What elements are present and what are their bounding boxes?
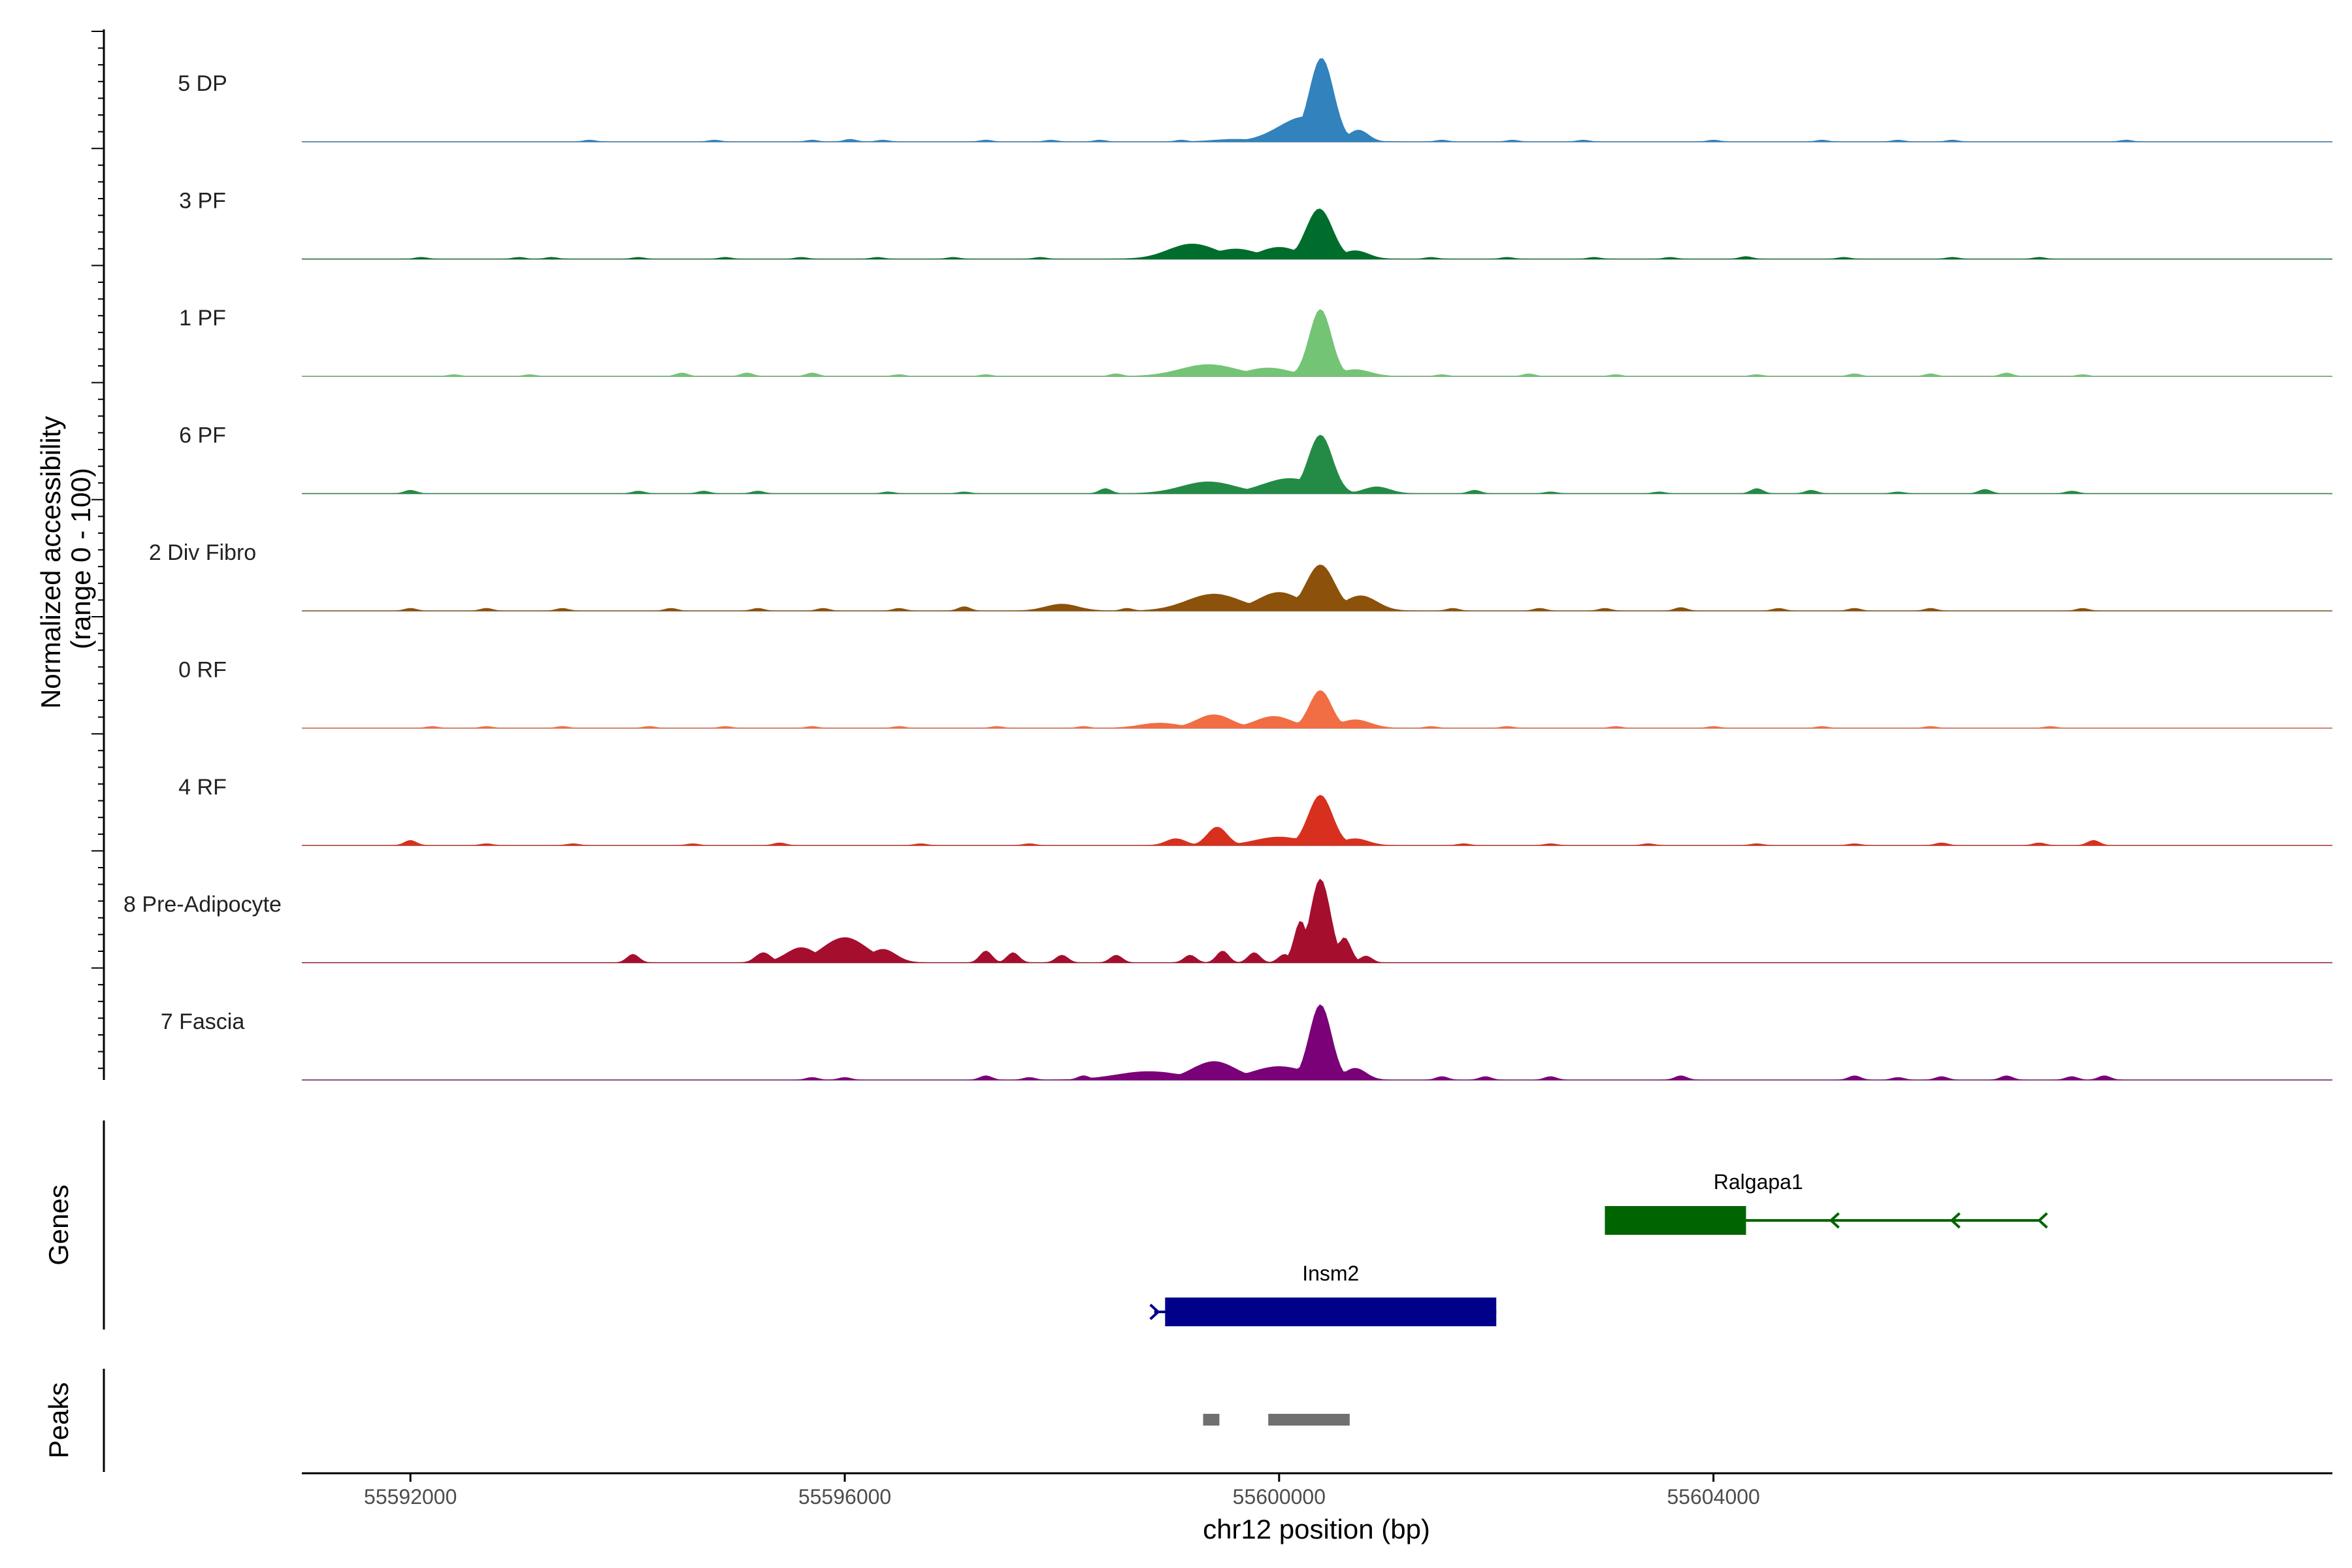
strand-arrow [1149, 1303, 1160, 1320]
gene-name-label: Insm2 [1302, 1262, 1359, 1285]
peak-region-bar [1203, 1414, 1220, 1426]
track-label: 4 RF [178, 775, 227, 800]
x-tick-label: 55592000 [364, 1485, 457, 1509]
coverage-area-5-dp [302, 58, 2332, 142]
coverage-area-1-pf [302, 309, 2332, 377]
coverage-area-7-fascia [302, 1004, 2332, 1081]
coverage-tracks: 5 DP 3 PF 1 PF 6 PF 2 Div Fibro 0 RF 4 RF 8 Pre… [123, 58, 2332, 1081]
track-label: 7 Fascia [161, 1009, 245, 1034]
gene-exon [1605, 1206, 1746, 1235]
track-7-fascia: 7 Fascia [161, 1004, 2332, 1081]
track-1-pf: 1 PF [179, 306, 2332, 377]
gene-name-label: Ralgapa1 [1714, 1170, 1803, 1194]
genes-panel-title: Genes [43, 1184, 74, 1266]
y-axis-title-line-2: (range 0 - 100) [65, 468, 96, 649]
strand-arrow [2037, 1212, 2048, 1229]
strand-arrow [1950, 1212, 1961, 1229]
gene-exon [1165, 1298, 1497, 1326]
gene-ralgapa1: Ralgapa1 [1605, 1170, 2048, 1235]
track-label: 8 Pre-Adipocyte [123, 892, 282, 917]
peak-region-bar [1268, 1414, 1350, 1426]
x-tick-label: 55604000 [1667, 1485, 1759, 1509]
track-label: 1 PF [179, 306, 226, 331]
gene-models: Ralgapa1 Insm2 [1149, 1170, 2048, 1326]
x-axis-ticks: 55592000 55596000 55600000 55604000 [364, 1473, 1760, 1509]
track-label: 3 PF [179, 189, 226, 214]
coverage-area-8-pre-adipocyte [302, 878, 2332, 963]
track-6-pf: 6 PF [179, 423, 2332, 495]
y-axis-accessibility: Normalized accessibility (range 0 - 100) [35, 29, 105, 1080]
x-tick-label: 55600000 [1233, 1485, 1326, 1509]
y-axis-ticks [91, 31, 104, 1070]
track-5-dp: 5 DP [178, 58, 2332, 142]
coverage-area-4-rf [302, 794, 2332, 846]
track-2-div-fibro: 2 Div Fibro [149, 540, 2332, 612]
gene-insm2: Insm2 [1149, 1262, 1497, 1326]
track-3-pf: 3 PF [179, 189, 2332, 260]
strand-arrow [1829, 1212, 1840, 1229]
peaks-panel-title: Peaks [43, 1382, 74, 1459]
x-axis-title: chr12 position (bp) [1203, 1514, 1430, 1544]
track-label: 6 PF [179, 423, 226, 448]
x-tick-label: 55596000 [798, 1485, 891, 1509]
track-label: 2 Div Fibro [149, 540, 256, 565]
coverage-area-3-pf [302, 208, 2332, 259]
coverage-area-2-div-fibro [302, 564, 2332, 612]
coverage-area-6-pf [302, 434, 2332, 494]
track-0-rf: 0 RF [178, 658, 2332, 729]
track-4-rf: 4 RF [178, 775, 2332, 846]
coverage-area-0-rf [302, 690, 2332, 728]
y-axis-title: Normalized accessibility (range 0 - 100) [35, 408, 96, 709]
track-label: 0 RF [178, 658, 227, 683]
peaks-panel: Peaks [43, 1369, 1350, 1472]
track-label: 5 DP [178, 71, 227, 96]
peak-regions [1203, 1414, 1350, 1426]
track-8-pre-adipocyte: 8 Pre-Adipocyte [123, 878, 2332, 964]
genes-panel: Genes Ralgapa1 Insm2 [43, 1120, 2048, 1330]
x-axis: 55592000 55596000 55600000 55604000 chr12 p… [302, 1472, 2332, 1544]
y-axis-title-line-1: Normalized accessibility [35, 416, 66, 709]
